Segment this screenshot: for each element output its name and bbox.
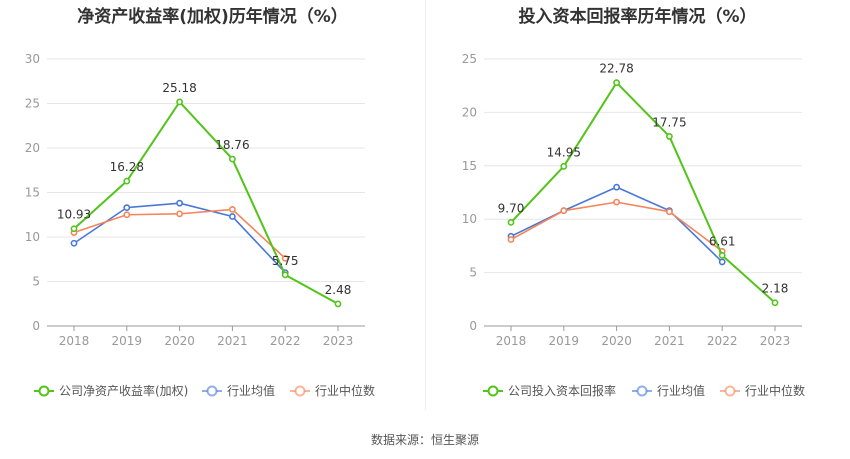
y-tick-label: 20: [25, 141, 40, 155]
data-point: [560, 207, 568, 215]
data-label: 14.95: [547, 145, 581, 159]
legend-label: 公司净资产收益率(加权): [59, 383, 188, 398]
data-point: [613, 198, 620, 206]
y-tick-label: 10: [25, 230, 40, 244]
data-point: [123, 177, 131, 185]
x-tick-label: 2023: [323, 334, 354, 348]
series-line-0: [73, 100, 339, 305]
legend-swatch-marker: [724, 385, 736, 397]
data-point: [507, 219, 515, 226]
legend-swatch-marker: [636, 385, 648, 397]
roic-chart: 0 5 10 15 20 25 2018 2019 2020 2021 2022 2023 9.70 14…: [462, 52, 805, 398]
chart-title-roe: 净资产收益率(加权)历年情况（%）: [77, 7, 348, 27]
data-point: [560, 162, 568, 170]
data-point: [176, 98, 183, 106]
legend-label: 行业均值: [657, 383, 705, 398]
data-label: 25.18: [162, 81, 196, 95]
series-line-0: [510, 81, 776, 304]
legend-item: 行业中位数: [720, 383, 805, 398]
data-label: 2.48: [325, 283, 352, 297]
legend-item: 行业中位数: [290, 383, 375, 398]
data-point: [613, 79, 620, 87]
chart-root: 0 5 10 15 20 25 30 2018 2019 2020 2021 2022 2023 10.9…: [25, 52, 375, 398]
series-line-2: [510, 201, 723, 252]
legend-swatch-marker: [487, 385, 499, 397]
data-point: [666, 133, 673, 140]
y-tick-label: 30: [25, 52, 40, 66]
data-point: [123, 211, 131, 219]
data-label: 9.70: [498, 201, 525, 215]
data-point: [613, 183, 620, 191]
chart-root: 0 5 10 15 20 25 2018 2019 2020 2021 2022 2023 9.70 14…: [462, 52, 805, 398]
data-point: [176, 199, 183, 207]
x-tick-label: 2021: [217, 334, 248, 348]
data-source-note: 数据来源：恒生聚源: [370, 433, 479, 447]
y-tick-label: 15: [462, 159, 477, 173]
data-point: [70, 239, 78, 247]
x-tick-label: 2019: [549, 334, 580, 348]
data-label: 6.61: [709, 234, 736, 248]
x-tick-label: 2021: [654, 334, 685, 348]
data-label: 5.75: [272, 254, 299, 268]
y-tick-label: 5: [469, 266, 477, 280]
data-point: [281, 254, 289, 262]
data-point: [70, 225, 78, 233]
x-tick-label: 2022: [707, 334, 738, 348]
x-tick-label: 2023: [760, 334, 791, 348]
data-label: 18.76: [215, 138, 249, 152]
legend-item: 公司净资产收益率(加权): [34, 383, 188, 398]
y-tick-label: 0: [32, 319, 40, 333]
data-point: [228, 155, 236, 163]
legend-swatch-marker: [294, 385, 306, 397]
x-tick-label: 2022: [270, 334, 301, 348]
legend-swatch-marker: [38, 385, 50, 397]
data-point: [771, 299, 779, 307]
y-tick-label: 25: [25, 97, 40, 111]
data-label: 2.18: [762, 282, 789, 296]
data-label: 10.93: [57, 208, 91, 222]
legend-label: 行业中位数: [745, 383, 805, 398]
data-point: [718, 252, 726, 259]
data-point: [334, 300, 342, 308]
roe-chart: 0 5 10 15 20 25 30 2018 2019 2020 2021 2022 2023 10.9…: [25, 52, 375, 398]
legend-item: 行业均值: [632, 383, 705, 398]
data-point: [281, 271, 289, 279]
data-label: 16.28: [110, 160, 144, 174]
panel-divider: [425, 0, 426, 410]
data-label: 22.78: [599, 62, 633, 76]
y-tick-label: 5: [32, 275, 40, 289]
y-tick-label: 15: [25, 186, 40, 200]
x-tick-label: 2018: [496, 334, 527, 348]
data-point: [507, 236, 515, 243]
y-tick-label: 10: [462, 212, 477, 226]
x-tick-label: 2020: [164, 334, 195, 348]
data-point: [228, 213, 236, 220]
legend-item: 行业均值: [202, 383, 275, 398]
legend-swatch-marker: [206, 385, 218, 397]
data-point: [718, 258, 726, 266]
legend-label: 行业均值: [227, 383, 275, 398]
data-point: [666, 208, 673, 216]
data-point: [228, 206, 236, 213]
legend-label: 公司投入资本回报率: [508, 383, 616, 398]
x-tick-label: 2018: [59, 334, 90, 348]
legend-item: 公司投入资本回报率: [483, 383, 616, 398]
legend-label: 行业中位数: [315, 383, 375, 398]
data-point: [123, 204, 131, 212]
y-tick-label: 25: [462, 52, 477, 66]
x-tick-label: 2019: [112, 334, 143, 348]
y-tick-label: 0: [469, 319, 477, 333]
series-line-1: [510, 186, 723, 263]
y-tick-label: 20: [462, 105, 477, 119]
chart-title-roic: 投入资本回报率历年情况（%）: [518, 7, 757, 27]
data-point: [176, 210, 183, 218]
data-label: 17.75: [652, 115, 686, 129]
x-tick-label: 2020: [601, 334, 632, 348]
